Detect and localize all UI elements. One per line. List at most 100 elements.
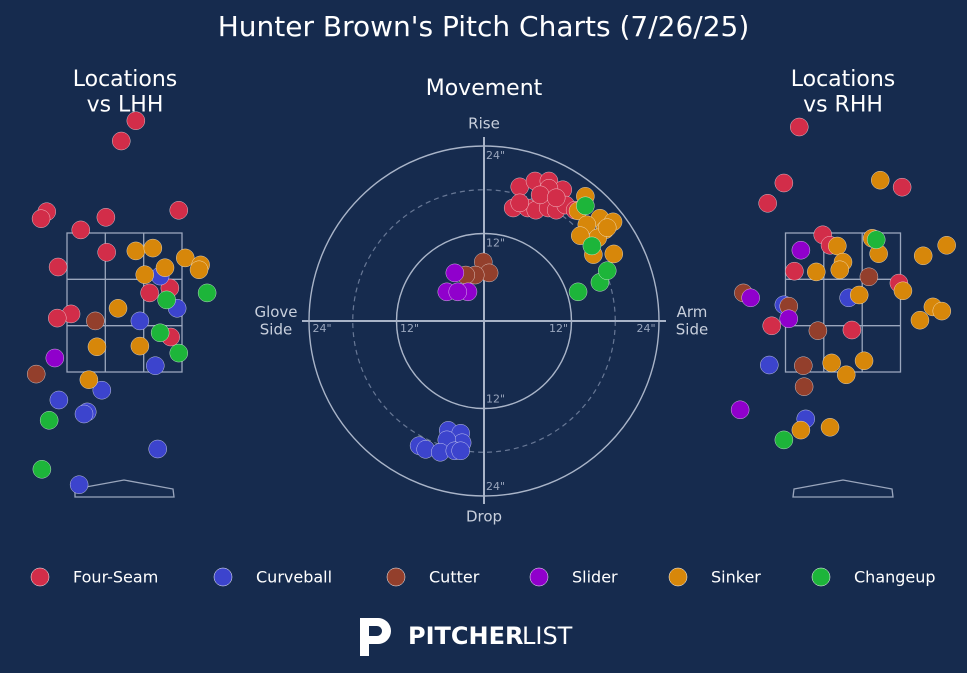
legend-marker <box>668 567 688 587</box>
pitch-dot <box>96 208 116 227</box>
pitch-dot <box>808 321 828 340</box>
pitch-dot <box>530 185 550 205</box>
legend-marker <box>213 567 233 587</box>
legend-marker <box>811 567 831 587</box>
pitch-dot <box>892 177 912 197</box>
pitch-dot <box>112 131 131 151</box>
pitch-dot <box>157 290 176 310</box>
pitch-dot <box>791 240 811 260</box>
pitch-dot <box>108 299 128 318</box>
pitch-dot <box>597 218 617 237</box>
pitch-dot <box>741 288 760 308</box>
pitch-dot <box>92 380 112 400</box>
points <box>730 117 956 450</box>
x-tick-label: 24" <box>312 322 331 335</box>
pitch-dot <box>822 353 841 373</box>
legend-marker <box>529 567 549 587</box>
legend-marker <box>30 567 50 587</box>
pitch-dot <box>604 244 624 264</box>
pitch-dot <box>758 194 777 213</box>
pitch-dot <box>762 316 781 336</box>
axis-label: Drop <box>466 508 502 526</box>
pitch-dot <box>48 257 68 277</box>
pitch-dot <box>836 365 856 385</box>
x-tick-label: 12" <box>549 322 568 335</box>
pitch-dot <box>820 418 840 437</box>
pitch-dot <box>871 170 890 190</box>
pitch-dot <box>130 336 150 356</box>
pitch-dot <box>169 343 189 363</box>
points <box>26 111 217 494</box>
pitch-dot <box>854 351 874 371</box>
pitch-dot <box>189 260 209 280</box>
logo-text: LIST <box>522 622 573 650</box>
y-tick-label: 24" <box>486 149 505 162</box>
legend-label: Four-Seam <box>73 568 158 587</box>
pitch-dot <box>576 196 595 216</box>
pitch-dot <box>790 117 809 137</box>
legend-label: Cutter <box>429 568 480 587</box>
pitch-dot <box>87 337 107 357</box>
pitch-dot <box>785 261 804 281</box>
pitch-dot <box>859 267 879 287</box>
axis-label: Glove Side <box>254 303 297 338</box>
pitch-dot <box>568 282 588 302</box>
pitch-dot <box>448 282 467 302</box>
pitch-dot <box>140 283 159 303</box>
pitch-dot <box>937 236 956 255</box>
pitch-dot <box>546 188 566 208</box>
y-tick-label: 12" <box>486 237 505 250</box>
pitch-dot <box>582 236 602 256</box>
pitch-dot <box>74 404 94 424</box>
pitch-dot <box>510 193 529 213</box>
chart-title: Locations vs LHH <box>73 67 178 117</box>
pitch-dot <box>126 241 146 261</box>
pitch-dot <box>849 285 869 305</box>
pitch-dot <box>913 246 933 266</box>
pitch-dot <box>794 356 813 375</box>
legend-label: Curveball <box>256 568 332 587</box>
pitch-dot <box>79 370 99 389</box>
pitch-dot <box>842 320 862 340</box>
pitch-dot <box>130 311 150 331</box>
pitch-dot <box>730 400 750 420</box>
pitch-dot <box>445 263 465 283</box>
pitch-dot <box>49 390 69 410</box>
pitch-dot <box>148 439 167 459</box>
pitch-dot <box>910 310 930 330</box>
pitch-dot <box>143 238 163 258</box>
page-title: Hunter Brown's Pitch Charts (7/26/25) <box>218 10 750 43</box>
legend-label: Changeup <box>854 568 936 587</box>
pitch-dot <box>69 475 89 494</box>
pitch-dot <box>45 348 65 368</box>
pitch-dot <box>97 243 116 262</box>
pitch-dot <box>39 411 59 430</box>
pitch-dot <box>597 261 617 280</box>
pitch-dot <box>791 420 811 440</box>
points <box>409 171 624 462</box>
pitch-dot <box>932 301 952 321</box>
pitch-dot <box>779 309 798 329</box>
pitch-dot <box>197 283 217 303</box>
pitch-dot <box>26 364 46 384</box>
pitch-dot <box>774 173 794 193</box>
pitch-dot <box>86 311 105 331</box>
pitch-dot <box>828 236 847 256</box>
strike-zone-right <box>784 232 902 498</box>
legend-label: Sinker <box>711 568 761 587</box>
pitch-dot <box>893 281 913 301</box>
pitch-dot <box>807 262 826 282</box>
pitch-dot <box>155 258 175 277</box>
pitch-dot <box>146 356 165 375</box>
pitch-dot <box>866 230 886 249</box>
legend-marker <box>386 567 406 587</box>
chart-title: Movement <box>426 76 543 101</box>
pitch-dot <box>794 377 814 396</box>
pitch-dot <box>48 308 67 328</box>
axis-label: Rise <box>468 115 500 133</box>
pitch-dot <box>774 430 794 450</box>
legend-label: Slider <box>572 568 618 587</box>
pitch-dot <box>176 248 195 268</box>
pitch-dot <box>126 111 146 130</box>
